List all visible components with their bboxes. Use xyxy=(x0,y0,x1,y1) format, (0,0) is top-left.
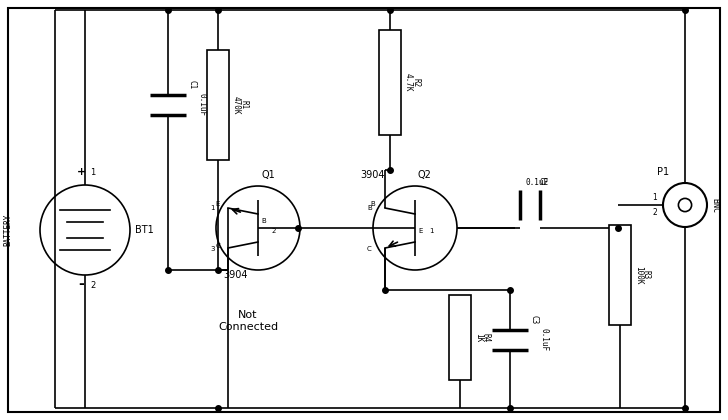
Text: C3: C3 xyxy=(530,315,539,325)
Text: Q2: Q2 xyxy=(418,170,432,180)
Text: C: C xyxy=(215,243,220,249)
Text: 2: 2 xyxy=(652,208,657,217)
Text: B: B xyxy=(261,218,266,224)
Text: C: C xyxy=(367,246,372,252)
Text: Q1: Q1 xyxy=(261,170,274,180)
Text: R1: R1 xyxy=(240,100,249,110)
Text: 470K: 470K xyxy=(232,96,241,114)
Text: C1: C1 xyxy=(188,80,197,89)
Text: 2: 2 xyxy=(90,281,95,290)
Text: R4: R4 xyxy=(482,333,491,342)
Text: 3: 3 xyxy=(210,246,215,252)
Text: 4.7K: 4.7K xyxy=(404,73,413,92)
Bar xyxy=(609,225,631,325)
Text: +: + xyxy=(76,167,86,177)
Text: 1: 1 xyxy=(652,193,657,202)
Text: -: - xyxy=(78,277,84,291)
Text: BNC: BNC xyxy=(710,197,719,213)
Bar xyxy=(207,50,229,160)
Bar xyxy=(449,295,471,380)
Text: B: B xyxy=(371,201,375,207)
Text: E: E xyxy=(215,201,220,207)
Text: 0.1uF: 0.1uF xyxy=(198,93,207,117)
Text: BATTERY: BATTERY xyxy=(4,214,12,246)
Text: 0.1uF: 0.1uF xyxy=(525,178,548,187)
Text: 0.1uF: 0.1uF xyxy=(540,328,549,352)
Text: R3: R3 xyxy=(642,270,651,280)
Text: 3904: 3904 xyxy=(223,270,248,280)
Text: B: B xyxy=(367,205,372,211)
Text: Not
Connected: Not Connected xyxy=(218,310,278,332)
Text: 1: 1 xyxy=(429,228,433,234)
Text: 2: 2 xyxy=(272,228,277,234)
Text: P1: P1 xyxy=(657,167,669,177)
Text: R2: R2 xyxy=(412,78,421,87)
Bar xyxy=(379,30,401,135)
Text: E: E xyxy=(418,228,422,234)
Text: C2: C2 xyxy=(540,178,549,187)
Text: 1: 1 xyxy=(90,168,95,177)
Text: 1K: 1K xyxy=(474,333,483,342)
Text: 1: 1 xyxy=(210,205,215,211)
Text: 100K: 100K xyxy=(634,266,643,284)
Text: 3904: 3904 xyxy=(360,170,384,180)
Text: BT1: BT1 xyxy=(135,225,154,235)
